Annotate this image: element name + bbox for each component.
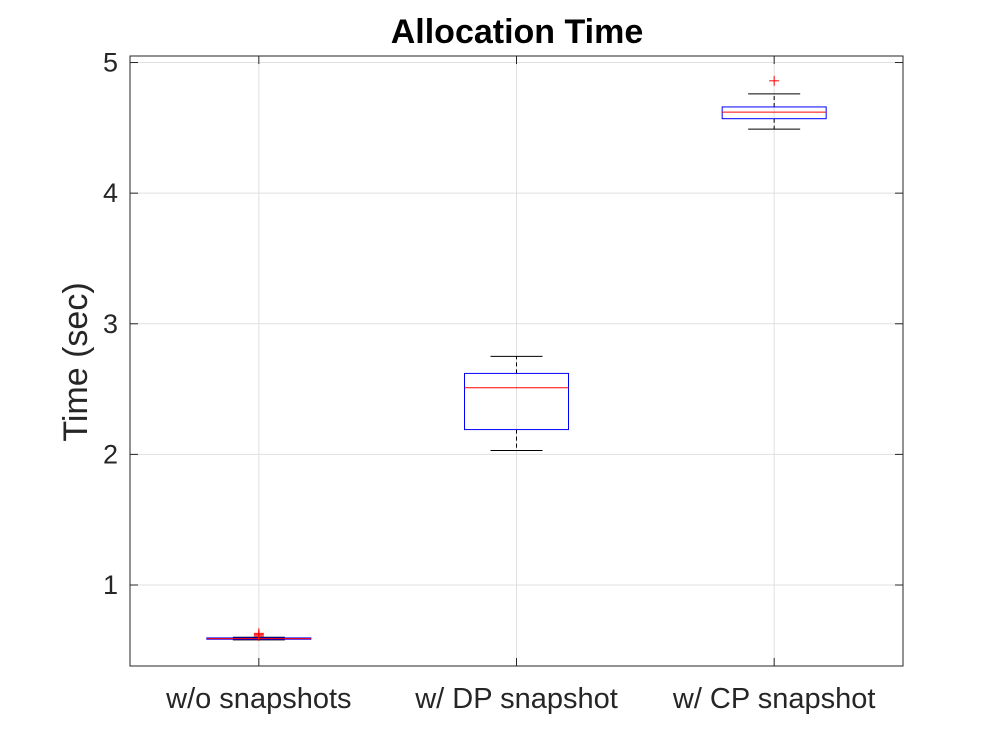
y-tick-label: 5 <box>103 48 118 78</box>
outlier-marker <box>253 628 264 639</box>
box-group <box>721 75 827 130</box>
grid <box>130 56 903 666</box>
box-marks <box>206 75 827 641</box>
outlier-marker <box>769 75 780 86</box>
box-iqr <box>721 106 827 120</box>
y-tick-label: 4 <box>103 178 118 208</box>
box-iqr <box>464 372 569 431</box>
box-group <box>206 628 312 641</box>
y-tick-label: 2 <box>103 439 118 469</box>
y-tick-label: 3 <box>103 309 118 339</box>
x-category-label: w/o snapshots <box>165 683 351 715</box>
x-category-label: w/ DP snapshot <box>414 683 618 715</box>
tick-labels: 1 2 3 4 5 w/o snapshots w/ DP snapshot w/ CP sn… <box>103 48 875 715</box>
y-axis-label: Time (sec) <box>57 282 95 441</box>
box-group <box>464 355 569 451</box>
x-category-label: w/ CP snapshot <box>672 683 876 715</box>
chart-title: Allocation Time <box>391 13 644 51</box>
axes <box>129 55 904 667</box>
y-tick-label: 1 <box>103 570 118 600</box>
